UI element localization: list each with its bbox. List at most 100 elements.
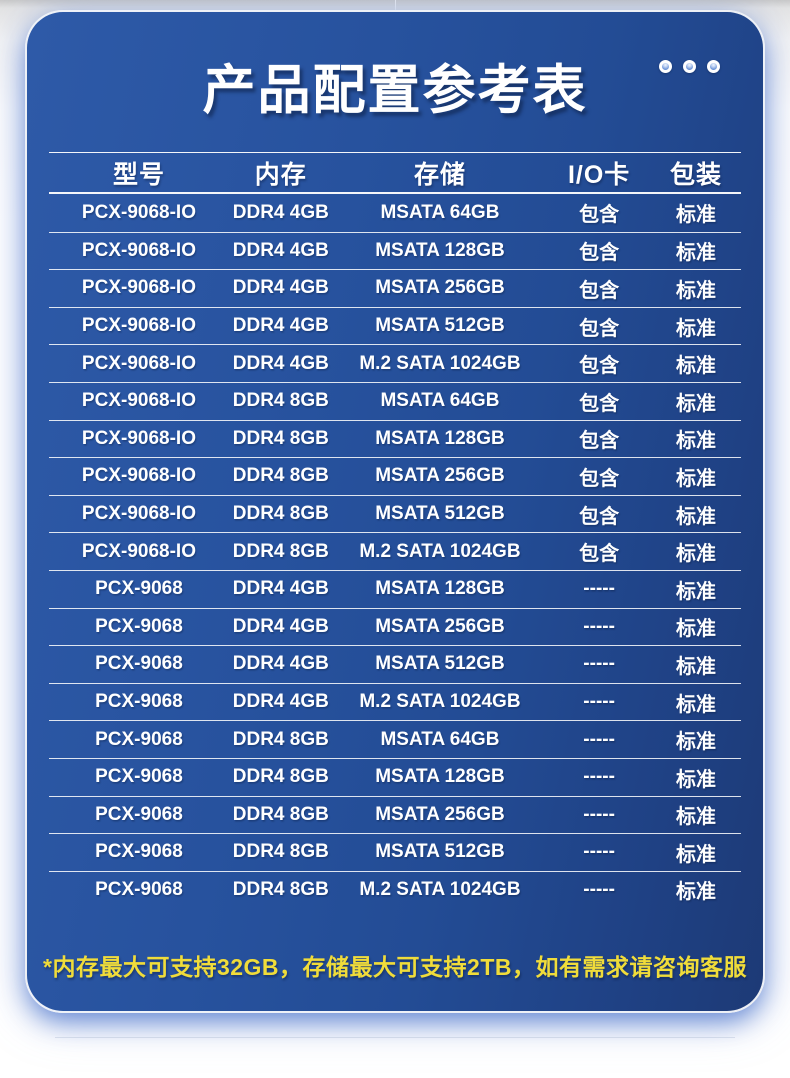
cell-memory: DDR4 8GB xyxy=(232,841,329,863)
table-row: PCX-9068-IO DDR4 4GB MSATA 128GB 包含 标准 xyxy=(49,231,741,270)
table-row: PCX-9068-IO DDR4 8GB MSATA 256GB 包含 标准 xyxy=(49,457,741,495)
cell-model: PCX-9068-IO xyxy=(81,352,196,374)
cell-model: PCX-9068-IO xyxy=(81,427,196,449)
cell-memory: DDR4 4GB xyxy=(232,691,329,713)
table-row: PCX-9068 DDR4 8GB M.2 SATA 1024GB ----- 标准 xyxy=(49,870,741,909)
cell-io-card: 包含 xyxy=(579,279,620,302)
cell-io-card: ----- xyxy=(583,653,615,675)
cell-model: PCX-9068 xyxy=(95,615,183,637)
cell-io-card: 包含 xyxy=(579,242,620,265)
cell-model: PCX-9068-IO xyxy=(81,465,196,487)
cell-io-card: ----- xyxy=(583,728,615,750)
cell-memory: DDR4 4GB xyxy=(232,239,329,261)
table-row: PCX-9068 DDR4 8GB MSATA 128GB ----- 标准 xyxy=(49,757,741,796)
cell-io-card: 包含 xyxy=(579,505,620,528)
page-divider xyxy=(55,1037,735,1038)
cell-packaging: 标准 xyxy=(675,204,716,227)
cell-packaging: 标准 xyxy=(675,731,716,754)
cell-storage: MSATA 512GB xyxy=(375,653,505,675)
cell-memory: DDR4 8GB xyxy=(232,540,329,562)
cell-io-card: 包含 xyxy=(579,467,620,490)
cell-model: PCX-9068-IO xyxy=(81,315,196,337)
cell-packaging: 标准 xyxy=(675,618,716,641)
cell-storage: MSATA 128GB xyxy=(375,578,505,600)
cell-storage: MSATA 512GB xyxy=(375,841,505,863)
table-row: PCX-9068-IO DDR4 8GB MSATA 128GB 包含 标准 xyxy=(49,419,741,458)
cell-packaging: 标准 xyxy=(675,806,716,829)
column-header-memory: 内存 xyxy=(254,160,307,189)
background-seam xyxy=(395,0,396,10)
cell-storage: MSATA 256GB xyxy=(375,615,505,637)
cell-memory: DDR4 8GB xyxy=(232,465,329,487)
cell-packaging: 标准 xyxy=(675,242,716,265)
cell-model: PCX-9068-IO xyxy=(81,390,196,412)
cell-model: PCX-9068 xyxy=(95,691,183,713)
cell-storage: MSATA 64GB xyxy=(380,201,500,223)
cell-storage: M.2 SATA 1024GB xyxy=(359,540,521,562)
cell-packaging: 标准 xyxy=(675,355,716,378)
cell-packaging: 标准 xyxy=(675,392,716,415)
cell-storage: MSATA 512GB xyxy=(375,503,505,525)
cell-memory: DDR4 4GB xyxy=(232,653,329,675)
cell-storage: M.2 SATA 1024GB xyxy=(359,878,521,900)
cell-io-card: ----- xyxy=(583,691,615,713)
cell-model: PCX-9068-IO xyxy=(81,503,196,525)
cell-storage: MSATA 128GB xyxy=(375,766,505,788)
decorative-dots xyxy=(659,60,720,73)
cell-io-card: 包含 xyxy=(579,204,620,227)
cell-io-card: 包含 xyxy=(579,355,620,378)
table-body: PCX-9068-IO DDR4 4GB MSATA 64GB 包含 标准 PCX-906… xyxy=(49,194,741,908)
cell-model: PCX-9068-IO xyxy=(81,201,196,223)
table-row: PCX-9068-IO DDR4 4GB MSATA 512GB 包含 标准 xyxy=(49,306,741,345)
cell-storage: M.2 SATA 1024GB xyxy=(359,691,521,713)
cell-storage: MSATA 64GB xyxy=(380,728,500,750)
page-title: 产品配置参考表 xyxy=(202,61,588,120)
table-row: PCX-9068 DDR4 4GB MSATA 128GB ----- 标准 xyxy=(49,569,741,608)
table-row: PCX-9068-IO DDR4 4GB M.2 SATA 1024GB 包含 标准 xyxy=(49,344,741,382)
cell-memory: DDR4 4GB xyxy=(232,615,329,637)
column-header-io-card: I/O卡 xyxy=(567,160,631,189)
cell-packaging: 标准 xyxy=(675,505,716,528)
cell-model: PCX-9068 xyxy=(95,841,183,863)
cell-storage: MSATA 256GB xyxy=(375,803,505,825)
table-row: PCX-9068-IO DDR4 4GB MSATA 256GB 包含 标准 xyxy=(49,269,741,307)
cell-storage: M.2 SATA 1024GB xyxy=(359,352,521,374)
cell-model: PCX-9068 xyxy=(95,803,183,825)
cell-memory: DDR4 8GB xyxy=(232,427,329,449)
cell-storage: MSATA 64GB xyxy=(380,390,500,412)
cell-packaging: 标准 xyxy=(675,317,716,340)
table-row: PCX-9068 DDR4 8GB MSATA 64GB ----- 标准 xyxy=(49,720,741,758)
cell-model: PCX-9068 xyxy=(95,653,183,675)
cell-memory: DDR4 8GB xyxy=(232,878,329,900)
table-row: PCX-9068 DDR4 8GB MSATA 512GB ----- 标准 xyxy=(49,833,741,871)
cell-model: PCX-9068-IO xyxy=(81,277,196,299)
cell-packaging: 标准 xyxy=(675,580,716,603)
cell-packaging: 标准 xyxy=(675,655,716,678)
cell-packaging: 标准 xyxy=(675,881,716,904)
cell-storage: MSATA 512GB xyxy=(375,315,505,337)
table-row: PCX-9068 DDR4 8GB MSATA 256GB ----- 标准 xyxy=(49,795,741,834)
cell-packaging: 标准 xyxy=(675,430,716,453)
cell-io-card: ----- xyxy=(583,578,615,600)
footnote-text: *内存最大可支持32GB，存储最大可支持2TB，如有需求请咨询客服 xyxy=(43,954,747,980)
cell-io-card: ----- xyxy=(583,766,615,788)
cell-model: PCX-9068 xyxy=(95,878,183,900)
cell-memory: DDR4 4GB xyxy=(232,578,329,600)
cell-storage: MSATA 256GB xyxy=(375,277,505,299)
cell-model: PCX-9068-IO xyxy=(81,540,196,562)
table-row: PCX-9068-IO DDR4 4GB MSATA 64GB 包含 标准 xyxy=(49,194,741,232)
cell-memory: DDR4 4GB xyxy=(232,352,329,374)
cell-io-card: 包含 xyxy=(579,317,620,340)
cell-memory: DDR4 8GB xyxy=(232,390,329,412)
cell-memory: DDR4 4GB xyxy=(232,277,329,299)
cell-io-card: ----- xyxy=(583,803,615,825)
cell-model: PCX-9068 xyxy=(95,578,183,600)
cell-storage: MSATA 128GB xyxy=(375,239,505,261)
cell-storage: MSATA 128GB xyxy=(375,427,505,449)
cell-packaging: 标准 xyxy=(675,543,716,566)
cell-memory: DDR4 8GB xyxy=(232,728,329,750)
cell-packaging: 标准 xyxy=(675,693,716,716)
cell-memory: DDR4 8GB xyxy=(232,803,329,825)
cell-memory: DDR4 4GB xyxy=(232,315,329,337)
table-row: PCX-9068-IO DDR4 8GB M.2 SATA 1024GB 包含 标准 xyxy=(49,532,741,570)
